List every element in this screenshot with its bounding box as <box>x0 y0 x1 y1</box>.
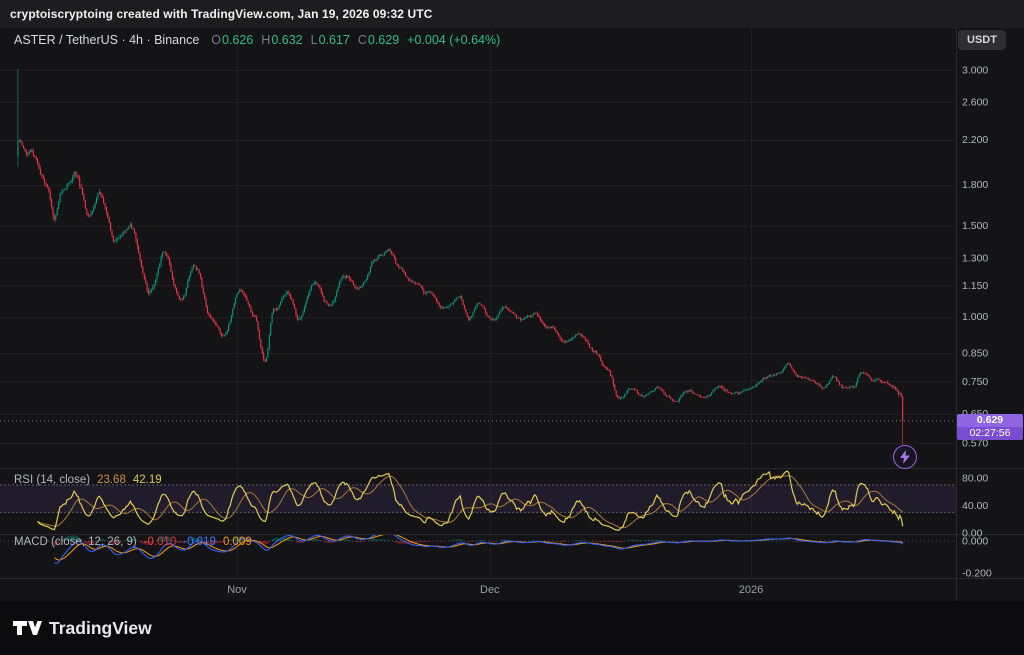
svg-text:0.000: 0.000 <box>962 536 988 548</box>
tradingview-logo[interactable]: TradingView <box>12 618 152 639</box>
macd-plot <box>0 534 956 564</box>
macd-signal-value: 0.009 <box>222 536 252 548</box>
svg-text:1.000: 1.000 <box>962 311 988 323</box>
svg-text:40.00: 40.00 <box>962 500 988 512</box>
pane-separators <box>0 28 1024 601</box>
rsi-label: RSI (14, close) <box>14 474 91 486</box>
lightning-icon <box>900 450 910 464</box>
tradingview-wordmark: TradingView <box>49 617 152 638</box>
footer: TradingView <box>0 601 1024 655</box>
svg-text:Nov: Nov <box>227 584 247 596</box>
svg-text:0.00: 0.00 <box>962 528 983 540</box>
macd-hist-value: -0.010 <box>143 536 177 548</box>
svg-text:80.00: 80.00 <box>962 473 988 485</box>
rsi-value: 23.68 <box>97 474 126 486</box>
svg-text:1.300: 1.300 <box>962 252 988 264</box>
close-value: 0.629 <box>367 33 400 47</box>
close-label: C <box>357 33 367 47</box>
ohlc-high: H0.632 <box>261 33 302 47</box>
symbol-title[interactable]: ASTER / TetherUS · 4h · Binance <box>14 33 200 47</box>
svg-text:2.600: 2.600 <box>962 97 988 109</box>
svg-text:1.150: 1.150 <box>962 280 988 292</box>
low-value: 0.617 <box>318 33 350 47</box>
svg-text:0.850: 0.850 <box>962 348 988 360</box>
svg-text:2.200: 2.200 <box>962 134 988 146</box>
svg-text:Dec: Dec <box>480 584 500 596</box>
attribution-text: cryptoiscryptoing created with TradingVi… <box>10 7 433 21</box>
last-price-label: 0.629 02:27:56 <box>957 414 1023 440</box>
high-value: 0.632 <box>271 33 303 47</box>
attribution-bar: cryptoiscryptoing created with TradingVi… <box>0 0 1024 28</box>
svg-text:-0.200: -0.200 <box>962 568 992 580</box>
ohlc-open: O0.626 <box>211 33 253 47</box>
ohlc-close: C0.629 <box>358 33 399 47</box>
rsi-plot <box>0 470 956 531</box>
macd-legend[interactable]: MACD (close, 12, 26, 9) -0.010 -0.019 0.… <box>14 536 252 548</box>
time-scale[interactable]: Nov Dec 2026 <box>227 584 763 596</box>
svg-text:0.750: 0.750 <box>962 376 988 388</box>
open-label: O <box>211 33 222 47</box>
svg-text:1.800: 1.800 <box>962 179 988 191</box>
tradingview-mark-icon <box>13 621 42 635</box>
currency-toggle-button[interactable]: USDT <box>958 30 1006 50</box>
candles <box>17 68 904 445</box>
svg-text:3.000: 3.000 <box>962 65 988 77</box>
rsi-ma-value: 42.19 <box>132 474 162 486</box>
open-value: 0.626 <box>222 33 254 47</box>
rsi-legend[interactable]: RSI (14, close) 23.68 42.19 <box>14 474 162 486</box>
high-label: H <box>261 33 271 47</box>
macd-label: MACD (close, 12, 26, 9) <box>14 536 137 548</box>
change-value: +0.004 (+0.64%) <box>407 33 501 47</box>
low-label: L <box>310 33 318 47</box>
bar-countdown: 02:27:56 <box>957 427 1023 440</box>
grid <box>0 28 956 578</box>
macd-line-value: -0.019 <box>183 536 216 548</box>
boost-button[interactable] <box>893 445 917 469</box>
ohlc-low: L0.617 <box>311 33 350 47</box>
price-scale[interactable]: 3.000 2.600 2.200 1.800 1.500 1.300 1.150 1.000… <box>962 65 992 580</box>
svg-text:2026: 2026 <box>739 584 763 596</box>
svg-text:0.570: 0.570 <box>962 438 988 450</box>
last-price-value: 0.629 <box>957 414 1023 427</box>
svg-text:1.500: 1.500 <box>962 220 988 232</box>
symbol-legend: ASTER / TetherUS · 4h · Binance O0.626 H… <box>14 33 500 47</box>
